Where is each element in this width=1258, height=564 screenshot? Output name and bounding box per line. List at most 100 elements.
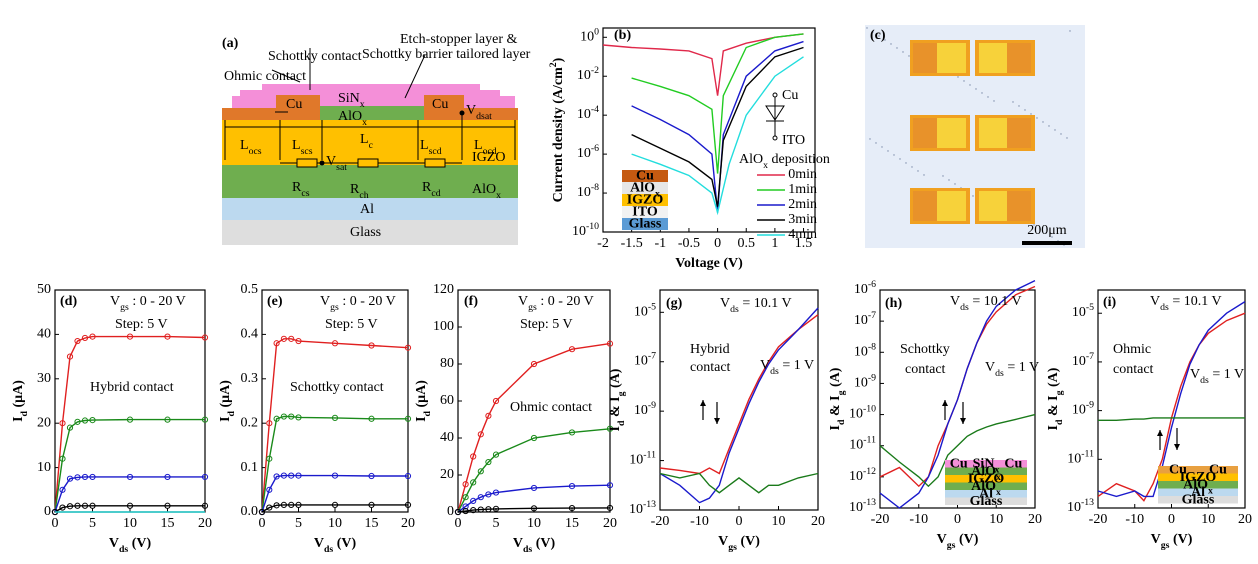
inset-label: AlOx [630, 181, 660, 200]
marker [266, 420, 273, 427]
panel-label: (f) [464, 294, 478, 309]
speck [881, 146, 883, 148]
y-tick-label: 10-11 [1067, 448, 1094, 466]
y-tick-label: 10-6 [577, 143, 599, 161]
marker [273, 473, 280, 480]
speck [1039, 228, 1041, 230]
text-part: 0 [594, 26, 599, 37]
marker [126, 473, 134, 481]
inset-label: AlOx [1183, 477, 1213, 496]
text-part: c [369, 140, 374, 151]
panel-label: (i) [1103, 295, 1117, 310]
text-part: (A) [1046, 367, 1061, 390]
speck [981, 92, 983, 94]
inset-label: IGZO [1180, 470, 1217, 485]
text-part: d [1054, 419, 1065, 425]
inset-layer [945, 490, 1027, 498]
y-tick-label: 40 [440, 430, 454, 445]
marker [295, 501, 302, 508]
chart [879, 279, 1036, 509]
text-part: gs [120, 302, 129, 313]
annotation: Step: 5 V [325, 317, 378, 332]
text-part: SiN [338, 91, 360, 106]
inset-label: Cu [1209, 462, 1227, 477]
y-tick-label: 0.4 [241, 327, 259, 342]
marker [568, 505, 576, 512]
marker [81, 334, 89, 342]
text-part: 10 [854, 345, 868, 360]
marker [266, 504, 273, 511]
marker [164, 416, 171, 423]
y-tick-label: 0 [447, 504, 454, 519]
x-tick-label: 10 [989, 512, 1003, 527]
marker [74, 418, 81, 425]
arrow-head [942, 400, 948, 406]
text-part: -7 [868, 310, 876, 321]
y-tick-label: 0.5 [241, 282, 259, 297]
inset-label: Cu [1169, 462, 1187, 477]
series-line [457, 484, 611, 513]
text-part: ds [119, 544, 128, 555]
inset-label: Al [979, 486, 993, 501]
text-part: V [1150, 294, 1160, 309]
text-part: -10 [863, 403, 876, 414]
marker [485, 412, 492, 419]
annotation: contact [1113, 362, 1154, 377]
text-part: -13 [863, 497, 876, 508]
legend-label: 1min [788, 182, 817, 197]
text-part: 10 [849, 469, 863, 484]
text-part: (μA) [414, 380, 429, 411]
x-axis-label: Vds (V) [109, 536, 152, 555]
text-part: d [836, 419, 847, 425]
text-part: (V) [955, 532, 978, 547]
speck [869, 138, 871, 140]
speck [890, 43, 892, 45]
pad-inner [936, 191, 966, 221]
text-part: ds [995, 368, 1004, 379]
text-part: 10 [577, 107, 591, 122]
pad-core [1007, 191, 1031, 221]
annotation: contact [690, 360, 731, 375]
x-tick-label: 1 [771, 236, 778, 251]
text-part: V [1151, 532, 1161, 547]
panel-label: (e) [267, 294, 283, 309]
text-part: V [466, 103, 476, 118]
series-line [54, 418, 205, 513]
text-part: -8 [591, 182, 599, 193]
inset-layer [945, 460, 1027, 468]
text-part: (A) [608, 368, 623, 391]
marker [273, 415, 280, 422]
text-part: & I [608, 396, 623, 420]
y-tick-label: 10-7 [1072, 351, 1094, 369]
y-tick-label: 50 [37, 282, 51, 297]
x-tick-label: 15 [365, 516, 379, 531]
pad-core [913, 43, 937, 73]
text-part: V [326, 154, 336, 169]
diagram-label: Lc [360, 132, 374, 151]
y-tick-label: 10-13 [629, 499, 656, 517]
text-part: -7 [1086, 351, 1094, 362]
y-tick-label: 0 [44, 504, 51, 519]
y-tick-label: 10-9 [854, 372, 876, 390]
speck [975, 88, 977, 90]
pad-core [913, 191, 937, 221]
text-part: x [496, 190, 501, 201]
annotation: ITO [782, 133, 805, 148]
marker [606, 425, 614, 432]
text-part: V [720, 296, 730, 311]
x-tick-label: 10 [123, 516, 137, 531]
marker [477, 431, 484, 438]
chart [454, 289, 614, 516]
text-part: 10 [1072, 305, 1086, 320]
marker [606, 340, 614, 347]
y-tick-label: 10-8 [577, 182, 599, 200]
text-part: -7 [648, 350, 656, 361]
marker [485, 458, 492, 466]
x-axis-label: Voltage (V) [675, 256, 743, 271]
diagram-label: Al [360, 202, 374, 217]
diagram-label: Rcs [292, 180, 310, 199]
annotation: Vgs : 0 - 20 V [518, 294, 594, 313]
text-part: 10 [1072, 403, 1086, 418]
speck [1012, 101, 1014, 103]
annotation: Vgs : 0 - 20 V [320, 294, 396, 313]
